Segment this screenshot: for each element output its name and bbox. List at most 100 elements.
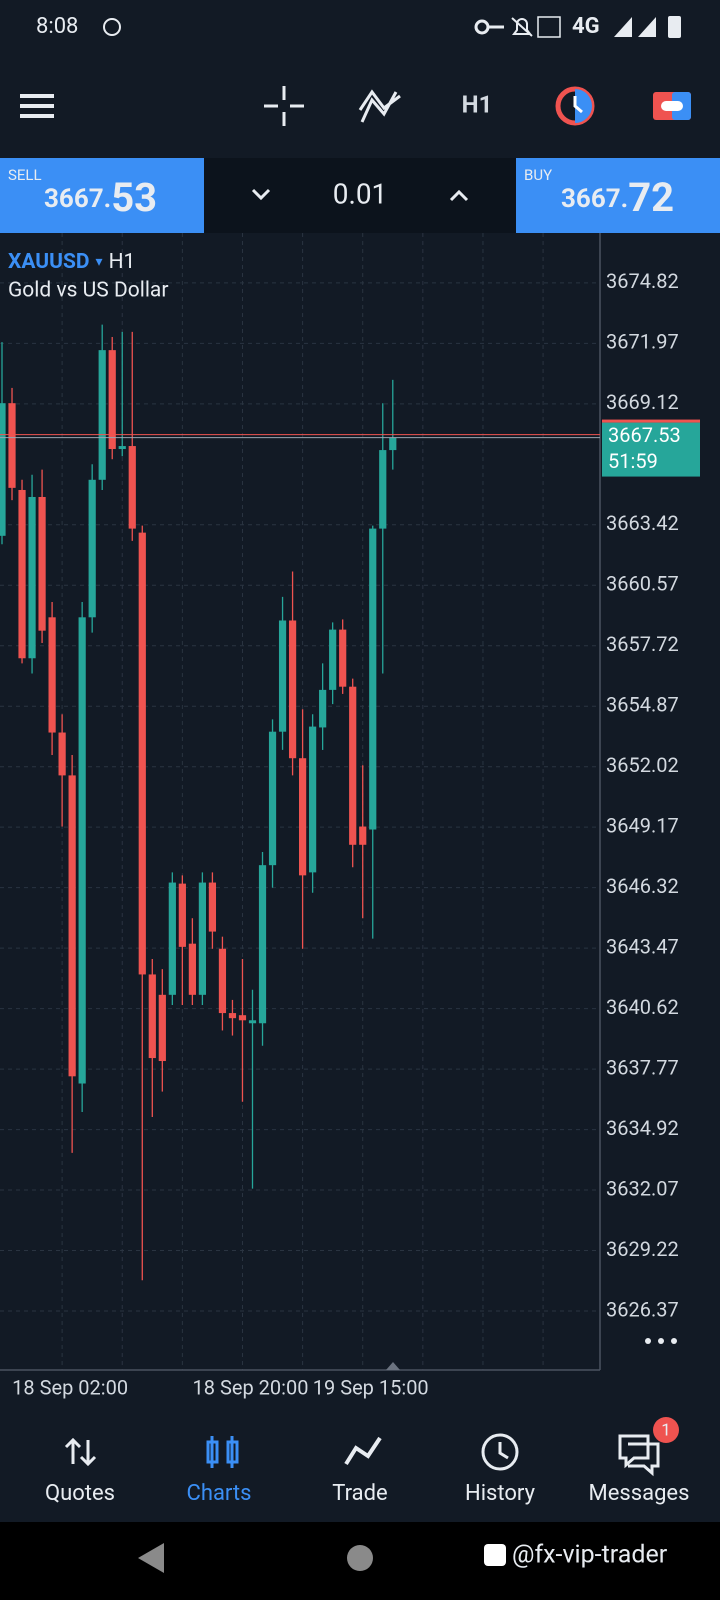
candle-body	[389, 437, 397, 451]
candle-body	[188, 943, 196, 995]
candle-body	[128, 446, 136, 529]
candle-body	[0, 403, 6, 536]
timeframe-button[interactable]: H1	[462, 90, 493, 118]
message-badge	[653, 1417, 679, 1443]
candle-body	[309, 726, 317, 873]
candle-body	[369, 528, 377, 830]
y-tick-label: 3674.82	[606, 269, 679, 293]
candle-body	[168, 882, 176, 995]
symbol-dropdown[interactable]: ▾	[96, 254, 103, 270]
candle-body	[329, 629, 337, 690]
current-price-timer: 51:59	[608, 449, 658, 473]
sell-label: SELL	[8, 166, 42, 184]
candle-body	[268, 731, 277, 866]
nav-messages[interactable]: Messages	[589, 1481, 690, 1506]
candle-body	[258, 865, 267, 1024]
candle-body	[28, 496, 36, 659]
clock-button[interactable]	[555, 86, 595, 126]
more-button[interactable]	[645, 1338, 677, 1344]
nav-icons	[64, 1433, 660, 1477]
status-icons	[474, 16, 681, 38]
x-tick-label: 18 Sep 20:00	[193, 1375, 309, 1399]
scroll-marker	[386, 1362, 400, 1370]
candle-body	[228, 1013, 237, 1019]
candle-body	[198, 882, 206, 995]
buy-price-pips: 72	[628, 174, 674, 221]
status-network: 4G	[572, 14, 600, 39]
candle-body	[48, 617, 56, 733]
y-tick-label: 3660.57	[606, 572, 679, 596]
y-tick-label: 3646.32	[606, 874, 679, 898]
y-tick-label: 3669.12	[606, 390, 679, 414]
y-tick-label: 3632.07	[606, 1176, 679, 1200]
buy-price: 3667.72	[561, 174, 674, 221]
candle-body	[88, 479, 96, 618]
y-tick-label: 3626.37	[606, 1297, 679, 1321]
current-price-label: 3667.53	[608, 423, 681, 447]
y-tick-label: 3671.97	[606, 330, 679, 354]
y-tick-label: 3649.17	[606, 813, 679, 837]
nav-quotes[interactable]: Quotes	[45, 1481, 115, 1506]
candle-body	[178, 883, 186, 947]
status-icon	[103, 18, 121, 36]
y-tick-label: 3657.72	[606, 632, 679, 656]
candle-body	[248, 1020, 257, 1024]
lot-increase[interactable]	[449, 189, 469, 202]
candle-body	[208, 882, 217, 932]
x-tick-label: 19 Sep 15:00	[313, 1375, 429, 1399]
ask-marker	[602, 419, 700, 423]
current-price-box	[602, 422, 700, 477]
y-tick-label: 3629.22	[606, 1237, 679, 1261]
chart-symbol: XAUUSD ▾ H1	[8, 250, 135, 274]
y-tick-label: 3640.62	[606, 995, 679, 1019]
one-click-toggle[interactable]	[653, 92, 691, 120]
candle-body	[288, 620, 297, 759]
candle-body	[68, 775, 76, 1077]
candle-body	[118, 446, 126, 450]
sell-button[interactable]	[0, 158, 204, 233]
nav-trade[interactable]: Trade	[332, 1481, 387, 1506]
nav-history[interactable]: History	[465, 1481, 536, 1506]
y-tick-label: 3637.77	[606, 1055, 679, 1079]
candle-body	[319, 689, 327, 728]
candle-body	[138, 532, 146, 975]
symbol: XAUUSD	[8, 250, 90, 274]
buy-button[interactable]	[516, 158, 720, 233]
menu-button[interactable]	[20, 94, 54, 118]
lot-value[interactable]: 0.01	[333, 177, 388, 210]
candle-body	[18, 489, 26, 659]
chart: 3674.82 3671.97 3669.12 3663.42 3660.57 3657.…	[0, 233, 720, 1399]
y-tick-label: 3654.87	[606, 693, 679, 717]
candle-body	[349, 686, 357, 845]
indicators-button[interactable]	[358, 89, 401, 123]
lot-decrease[interactable]	[251, 188, 271, 201]
y-tick-label: 3652.02	[606, 753, 679, 777]
candle-body	[299, 758, 307, 876]
buy-price-main: 3667.	[561, 184, 628, 214]
sell-price-pips: 53	[111, 174, 157, 221]
candle-body	[58, 732, 66, 776]
y-tick-label: 3663.42	[606, 511, 679, 535]
candle-body	[238, 1015, 247, 1021]
y-tick-label: 3634.92	[606, 1116, 679, 1140]
crosshair-button[interactable]	[264, 86, 304, 126]
sell-price-main: 3667.	[44, 184, 111, 214]
candle-body	[278, 620, 287, 732]
candle-body	[148, 974, 156, 1059]
status-time: 8:08	[36, 14, 78, 39]
sell-price: 3667.53	[44, 174, 157, 221]
candle-body	[218, 948, 227, 1014]
watermark-icon	[484, 1544, 506, 1566]
home-button[interactable]	[347, 1545, 373, 1571]
watermark: @fx-vip-trader	[512, 1541, 668, 1570]
candle-body	[38, 496, 46, 631]
candle-body	[78, 617, 86, 1084]
candle-body	[158, 994, 166, 1062]
x-tick-label: 18 Sep 02:00	[12, 1375, 128, 1399]
back-button[interactable]	[138, 1543, 164, 1573]
buy-label: BUY	[524, 166, 552, 184]
message-badge-count: 1	[661, 1420, 671, 1440]
nav-charts[interactable]: Charts	[187, 1481, 252, 1506]
y-tick-label: 3643.47	[606, 934, 679, 958]
